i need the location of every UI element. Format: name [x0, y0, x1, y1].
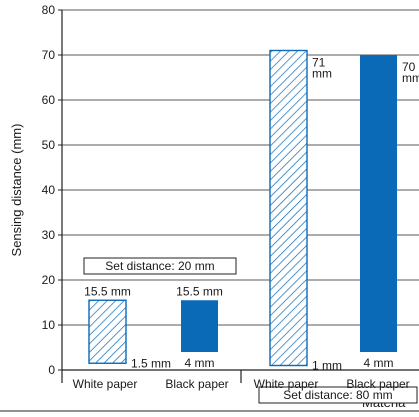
y-tick-label: 60 — [42, 93, 56, 107]
set-distance-label: Set distance: 20 mm — [105, 259, 214, 273]
y-axis-title: Sensing distance (mm) — [9, 124, 24, 257]
bar-black-paper — [181, 300, 218, 352]
bar-top-label-line: 70 — [402, 60, 416, 74]
bar-top-label: 15.5 mm — [84, 284, 131, 298]
set-distance-box — [258, 386, 418, 404]
bar-top-label-line: 71 — [312, 56, 326, 70]
y-tick-label: 20 — [42, 273, 56, 287]
category-label: Black paper — [165, 377, 228, 391]
bar-bottom-label: 1 mm — [312, 359, 342, 373]
gridlines — [62, 9, 419, 326]
bar-black-paper — [360, 55, 397, 352]
y-tick-label: 50 — [42, 138, 56, 152]
category-label: White paper — [73, 377, 138, 391]
bar-bottom-label: 1.5 mm — [131, 356, 171, 370]
labels: Set distance: 20 mm 15.5 mm 1.5 mm 15.5 mm 4… — [73, 56, 419, 404]
y-tick-label: 80 — [42, 3, 56, 17]
bar-bottom-label: 4 mm — [364, 356, 394, 370]
bar-top-label: 15.5 mm — [176, 284, 223, 298]
y-tick-label: 30 — [42, 228, 56, 242]
y-tick-label: 0 — [48, 363, 55, 377]
set-distance-label: Set distance: 80 mm — [283, 388, 392, 402]
y-tick-label: 40 — [42, 183, 56, 197]
bar-top-label: 71 mm — [312, 56, 332, 81]
category-label: White paper — [254, 377, 319, 391]
bar-white-paper — [269, 49, 308, 367]
y-tick-label: 10 — [42, 318, 56, 332]
bars — [88, 49, 397, 367]
bar-top-label: 70 mm — [402, 60, 419, 85]
y-tick-label: 70 — [42, 48, 56, 62]
category-label: Black paper — [346, 377, 409, 391]
bar-top-label-line: mm — [402, 71, 419, 85]
bar-top-label-line: mm — [312, 67, 332, 81]
bar-bottom-label: 4 mm — [185, 356, 215, 370]
bar-white-paper — [88, 299, 127, 364]
set-distance-box — [83, 257, 237, 275]
